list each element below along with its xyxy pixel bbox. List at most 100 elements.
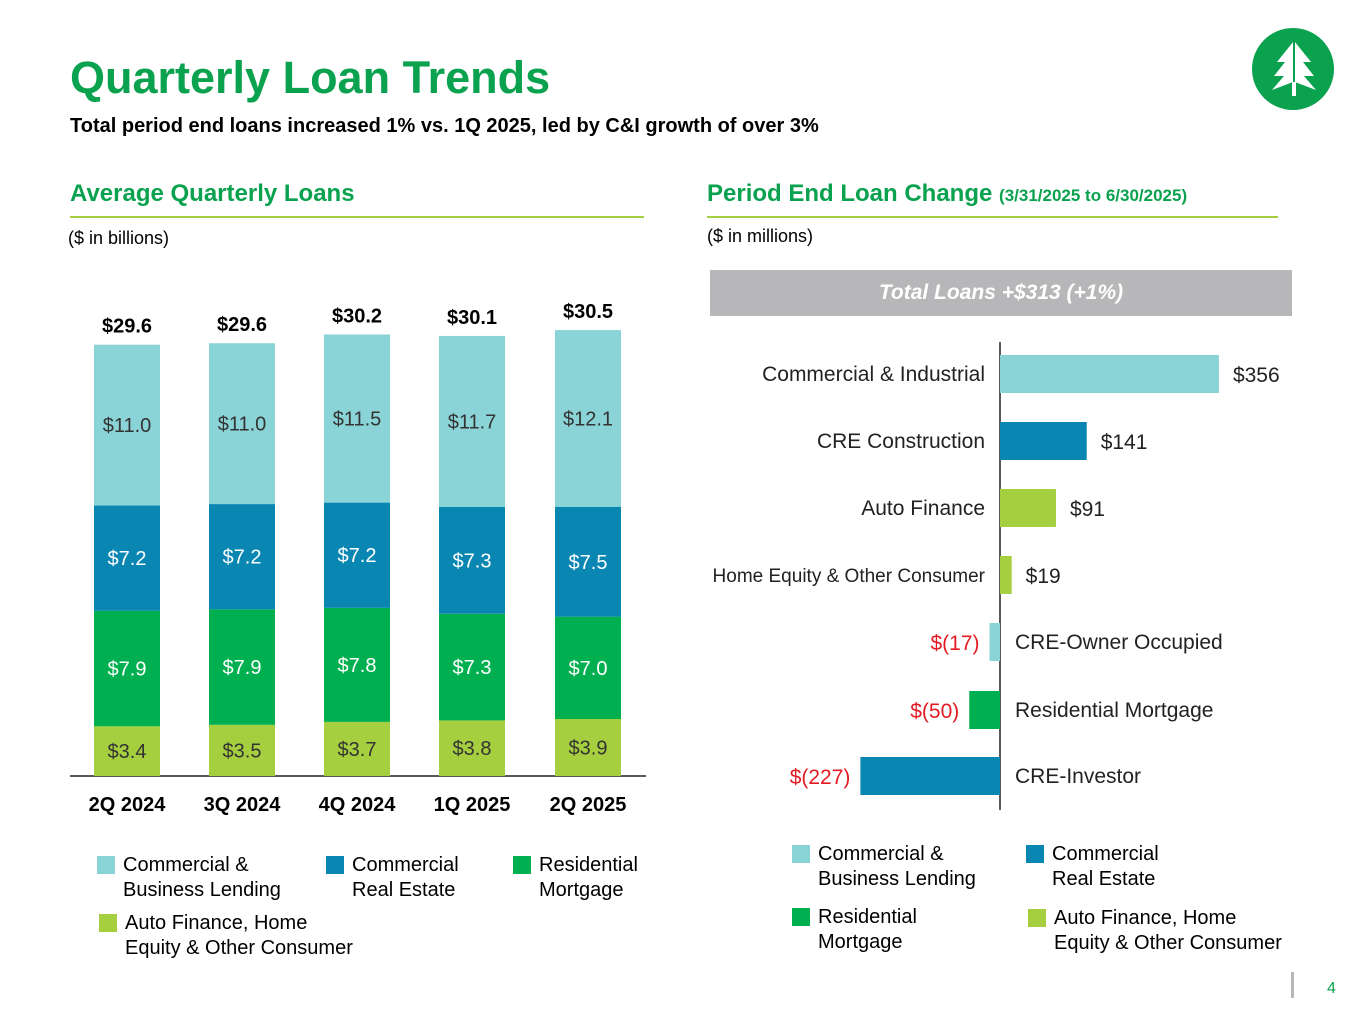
change-bar (1000, 355, 1219, 393)
value-label: $141 (1101, 431, 1148, 454)
segment-value-label: $7.3 (453, 657, 492, 679)
bar-segment (209, 724, 275, 776)
category-label: Auto Finance (861, 497, 985, 520)
bar-segment (324, 502, 390, 608)
value-label: $19 (1026, 565, 1061, 588)
bar-total-label: $29.6 (217, 314, 267, 336)
right-panel-heading: Period End Loan Change (3/31/2025 to 6/3… (707, 180, 1187, 208)
segment-value-label: $3.4 (108, 741, 147, 763)
value-label: $(227) (790, 766, 851, 789)
segment-value-label: $12.1 (563, 409, 613, 431)
x-tick-label: 2Q 2025 (550, 794, 627, 816)
legend-swatch (97, 856, 115, 874)
legend-swatch (99, 914, 117, 932)
bar-segment (94, 344, 160, 506)
category-label: Home Equity & Other Consumer (713, 566, 986, 587)
segment-value-label: $3.5 (223, 740, 262, 762)
value-label: $(17) (931, 632, 980, 655)
segment-value-label: $3.8 (453, 738, 492, 760)
average-quarterly-loans-chart: $3.4 $7.9 $7.2 $11.0 $29.6 2Q 2024 $3.5 $7.9 $7.… (70, 301, 646, 816)
page-subtitle: Total period end loans increased 1% vs. … (70, 115, 819, 137)
right-legend-item: Auto Finance, Home Equity & Other Consum… (1028, 906, 1282, 956)
category-label: Commercial & Industrial (762, 363, 985, 386)
legend-label: Commercial Real Estate (352, 854, 459, 901)
change-bar (989, 623, 1000, 661)
x-tick-label: 3Q 2024 (204, 794, 282, 816)
left-legend-item: Commercial Real Estate (326, 853, 459, 903)
segment-value-label: $7.5 (569, 552, 608, 574)
bar-segment (324, 334, 390, 503)
legend-label: Commercial & Business Lending (818, 843, 976, 890)
change-bar (969, 691, 1000, 729)
tree-logo-icon (1272, 42, 1316, 96)
change-bar (1000, 556, 1012, 594)
bar-segment (94, 505, 160, 611)
segment-value-label: $7.2 (108, 548, 147, 570)
category-label: Residential Mortgage (1015, 699, 1213, 722)
slide-number: 4 (1327, 980, 1336, 997)
category-label: CRE Construction (817, 430, 985, 453)
legend-swatch (1028, 909, 1046, 927)
left-unit-label: ($ in billions) (68, 228, 170, 248)
left-legend-item: Auto Finance, Home Equity & Other Consum… (99, 911, 353, 961)
company-logo (1252, 28, 1334, 110)
left-heading-rule (70, 216, 644, 218)
legend-label: Auto Finance, Home Equity & Other Consum… (1054, 907, 1282, 954)
bar-total-label: $30.5 (563, 301, 613, 323)
segment-value-label: $7.2 (338, 545, 377, 567)
change-bar (860, 757, 1000, 795)
bar-segment (209, 504, 275, 610)
x-tick-label: 4Q 2024 (319, 794, 397, 816)
bar-segment (439, 720, 505, 776)
value-label: $356 (1233, 364, 1280, 387)
legend-label: Commercial Real Estate (1052, 843, 1159, 890)
legend-swatch (792, 908, 810, 926)
segment-value-label: $11.0 (103, 415, 152, 437)
bar-segment (555, 718, 621, 776)
left-legend-item: Commercial & Business Lending (97, 853, 281, 903)
segment-value-label: $7.9 (223, 657, 262, 679)
value-label: $(50) (910, 700, 959, 723)
legend-label: Residential Mortgage (818, 906, 917, 953)
segment-value-label: $3.7 (338, 739, 377, 761)
bar-segment (209, 609, 275, 725)
period-end-loan-change-chart: Commercial & Industrial $356 CRE Construct… (713, 342, 1280, 810)
segment-value-label: $11.7 (448, 411, 497, 433)
bar-segment (555, 506, 621, 617)
legend-swatch (792, 845, 810, 863)
segment-value-label: $7.9 (108, 659, 147, 681)
right-heading-main: Period End Loan Change (707, 180, 993, 207)
bar-segment (324, 721, 390, 776)
segment-value-label: $11.0 (218, 414, 267, 436)
bar-segment (324, 607, 390, 722)
bar-segment (439, 335, 505, 507)
right-legend-item: Commercial & Business Lending (792, 842, 976, 892)
bar-total-label: $30.1 (447, 307, 497, 329)
total-loans-banner: Total Loans +$313 (+1%) (710, 270, 1292, 316)
segment-value-label: $11.5 (333, 409, 382, 431)
bar-segment (209, 343, 275, 505)
segment-value-label: $7.3 (453, 550, 492, 572)
segment-value-label: $7.2 (223, 547, 262, 569)
category-label: CRE-Owner Occupied (1015, 631, 1223, 654)
x-tick-label: 2Q 2024 (89, 794, 167, 816)
legend-label: Auto Finance, Home Equity & Other Consum… (125, 912, 353, 959)
category-label: CRE-Investor (1015, 765, 1141, 788)
bar-segment (555, 616, 621, 719)
bar-segment (439, 506, 505, 614)
legend-swatch (326, 856, 344, 874)
legend-swatch (513, 856, 531, 874)
legend-swatch (1026, 845, 1044, 863)
bar-total-label: $29.6 (102, 316, 152, 338)
segment-value-label: $7.0 (569, 658, 608, 680)
x-tick-label: 1Q 2025 (434, 794, 511, 816)
right-legend-item: Commercial Real Estate (1026, 842, 1159, 892)
page-title: Quarterly Loan Trends (70, 52, 551, 103)
right-legend-item: Residential Mortgage (792, 905, 917, 955)
right-unit-label: ($ in millions) (707, 226, 814, 246)
bar-segment (94, 726, 160, 776)
change-bar (1000, 489, 1056, 527)
bar-segment (94, 610, 160, 727)
left-panel-heading: Average Quarterly Loans (70, 180, 355, 207)
right-heading-date-range: (3/31/2025 to 6/30/2025) (999, 186, 1188, 205)
